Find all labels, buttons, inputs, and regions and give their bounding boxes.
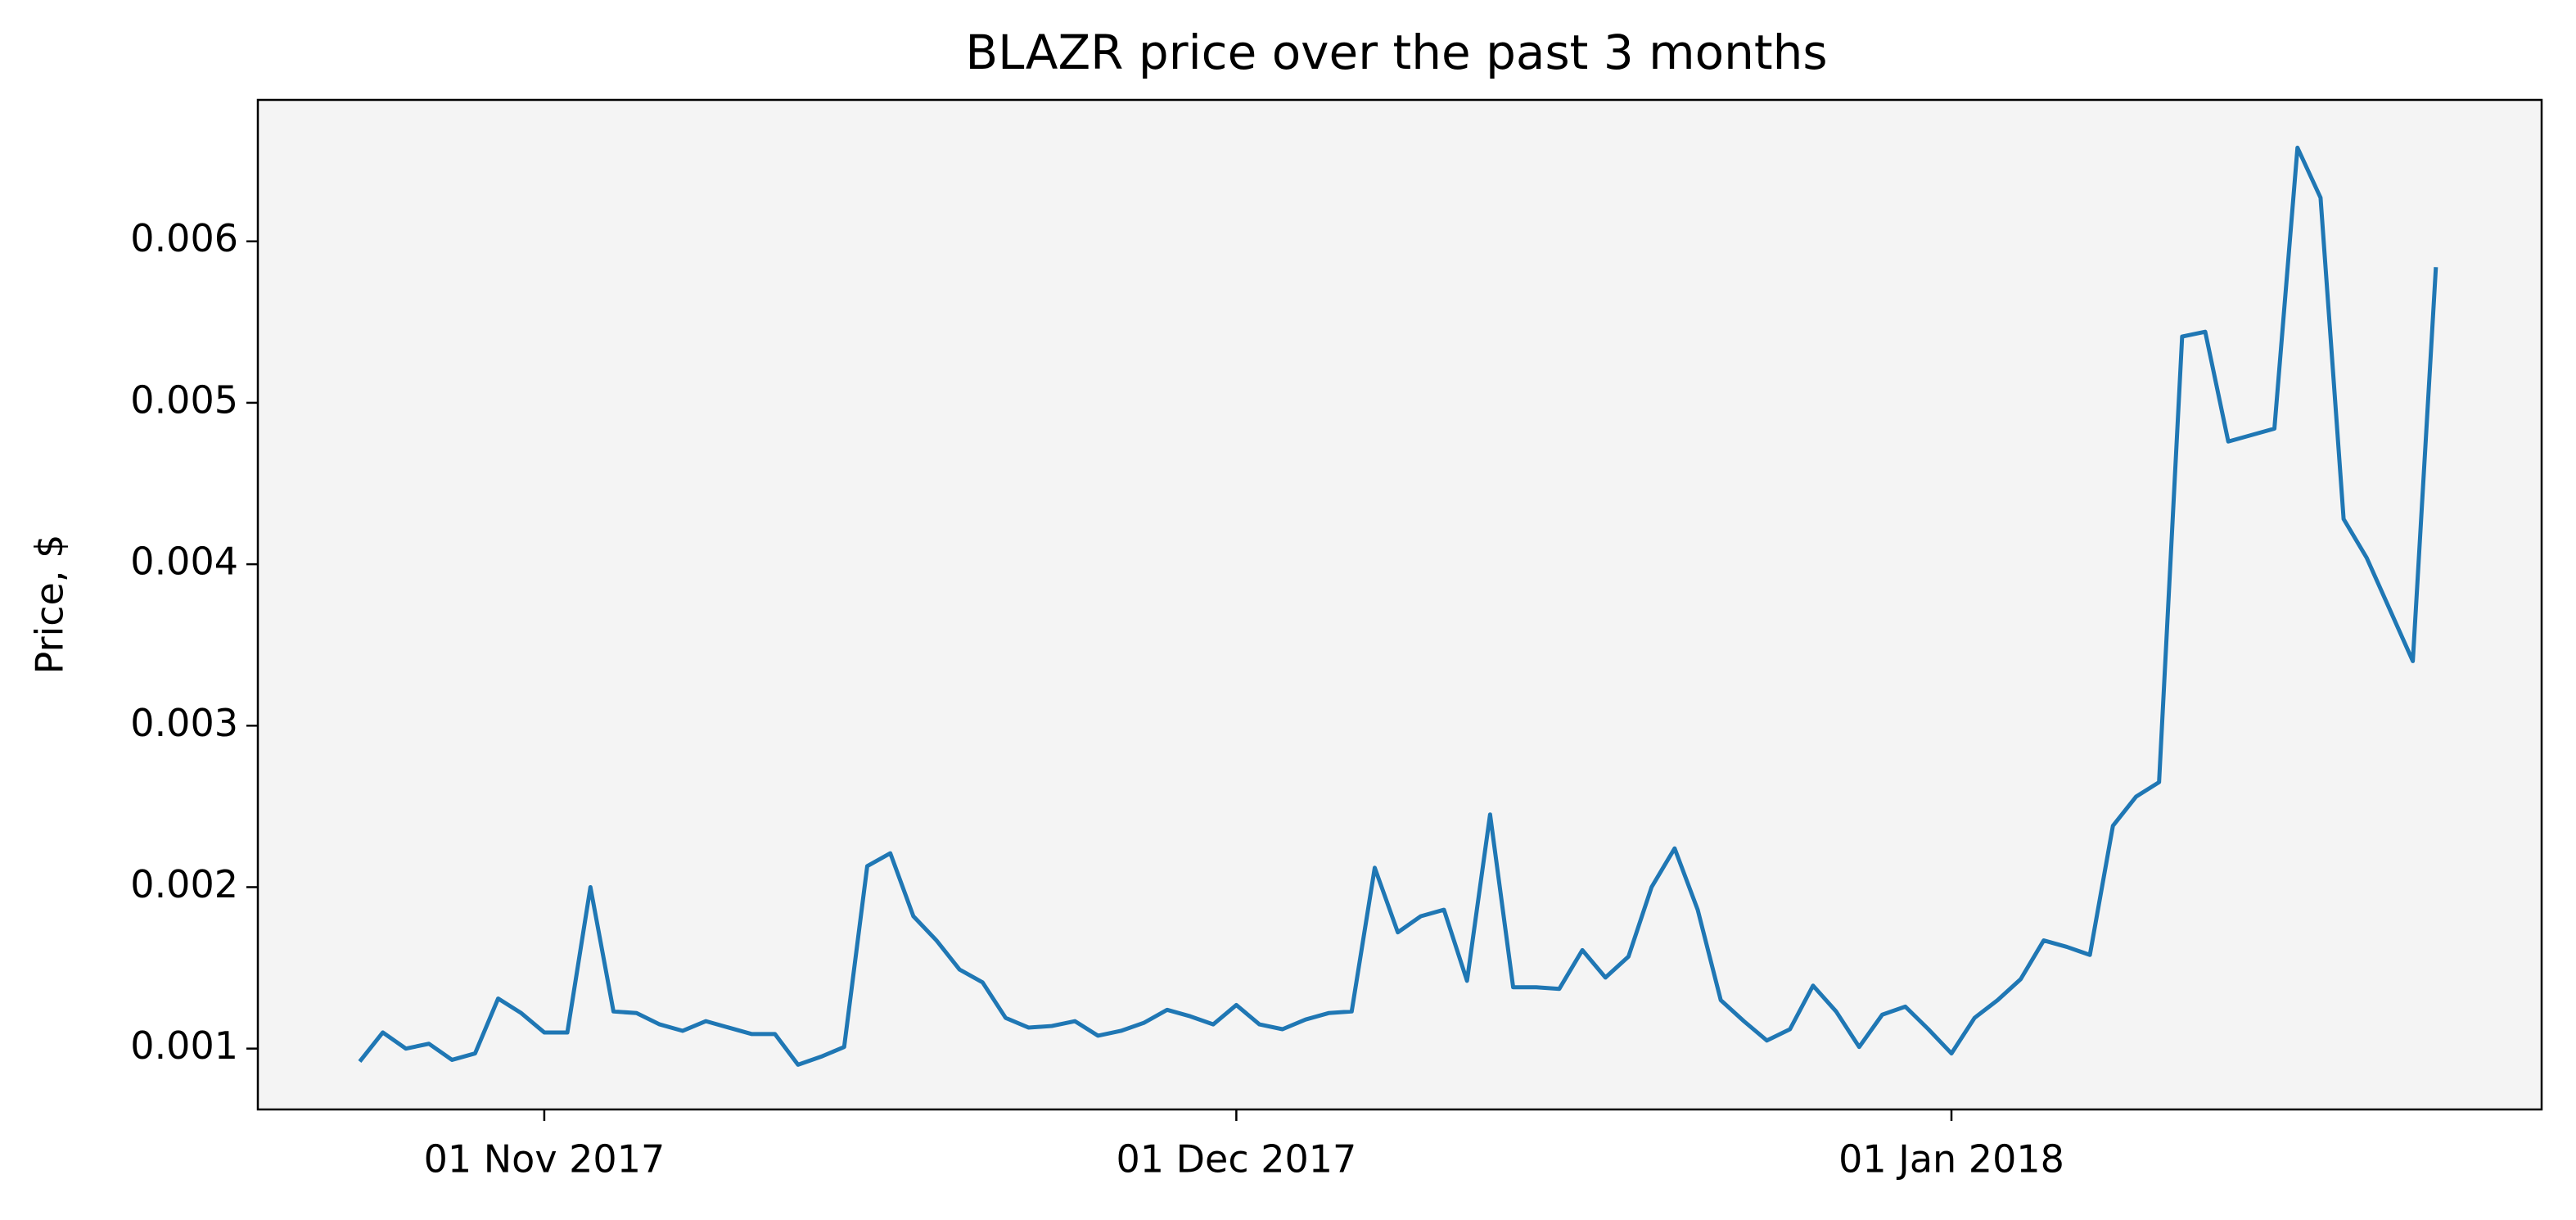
x-tick-label: 01 Dec 2017 (1116, 1137, 1356, 1182)
y-tick-label: 0.006 (130, 216, 238, 260)
y-tick-label: 0.002 (130, 862, 238, 906)
chart-title: BLAZR price over the past 3 months (965, 25, 1827, 80)
y-tick-label: 0.003 (130, 701, 238, 745)
x-tick-label: 01 Jan 2018 (1838, 1137, 2064, 1182)
x-tick-label: 01 Nov 2017 (424, 1137, 665, 1182)
y-tick-label: 0.004 (130, 540, 238, 584)
plot-frame (256, 98, 2543, 1111)
price-line (358, 145, 2438, 1067)
y-tick-label: 0.005 (130, 377, 238, 422)
y-axis-label: Price, $ (28, 535, 72, 675)
y-tick-label: 0.001 (130, 1023, 238, 1068)
plot-area (258, 100, 2542, 1109)
